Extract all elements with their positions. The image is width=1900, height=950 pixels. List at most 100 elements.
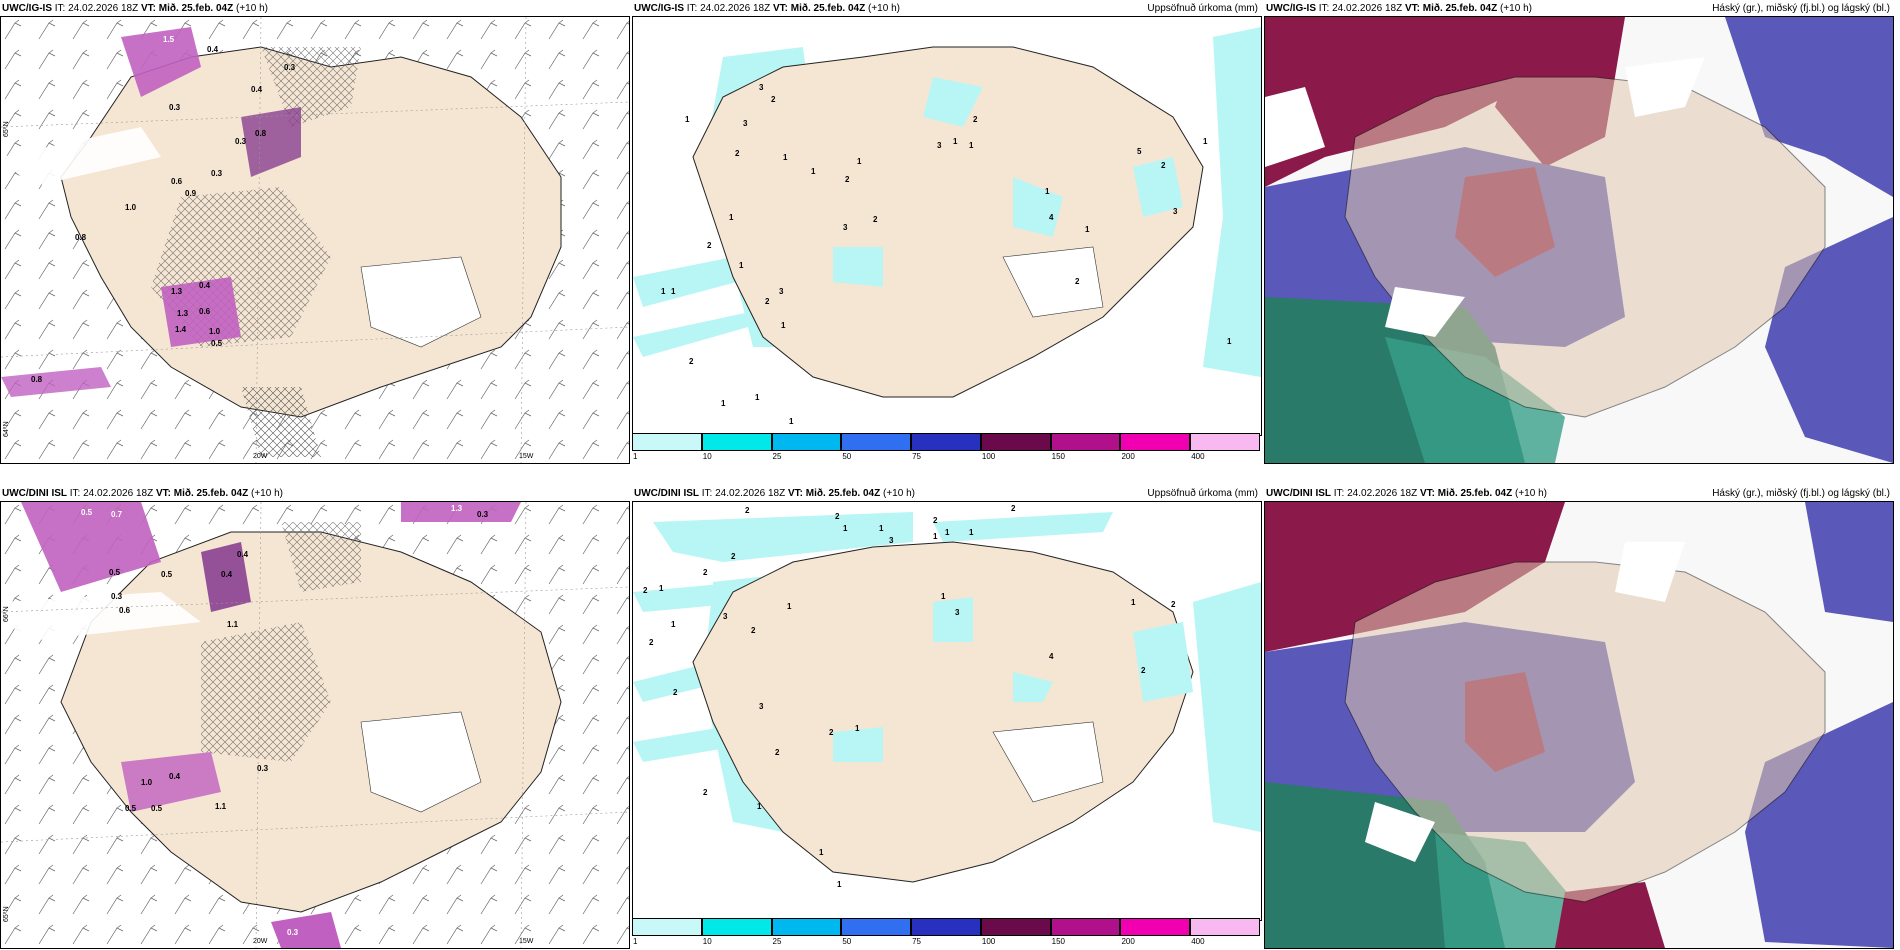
map-frame[interactable]: 65°N 64°N 20W 15W 1.5 0.4 0.3 0.4 0.3 0.… xyxy=(0,16,630,464)
init-time: IT: 24.02.2026 18Z xyxy=(69,488,154,499)
colorbar-label: 25 xyxy=(772,452,782,461)
value-label: 5 xyxy=(1137,147,1142,156)
colorbar-label: 200 xyxy=(1121,937,1135,946)
longitude-label: 15W xyxy=(519,453,534,460)
valid-time: Mið. 25.feb. 04Z xyxy=(790,3,866,14)
value-label: 1.0 xyxy=(209,327,221,336)
value-label: 0.3 xyxy=(284,63,296,72)
colorbar-swatch xyxy=(1050,433,1121,451)
value-label: 1 xyxy=(879,524,884,533)
value-label: 1 xyxy=(857,157,862,166)
cloud-panel-row2: UWC/DINI ISL IT: 24.02.2026 18Z VT: Mið.… xyxy=(1264,485,1894,950)
model-name: UWC/DINI ISL xyxy=(1266,488,1331,499)
value-label: 1 xyxy=(671,287,676,296)
colorbar-swatch xyxy=(632,918,702,936)
value-label: 1.3 xyxy=(171,287,183,296)
colorbar-swatch xyxy=(911,433,981,451)
colorbar-label: 1 xyxy=(633,937,638,946)
value-label: 1 xyxy=(1045,187,1050,196)
value-label: 1 xyxy=(721,399,726,408)
latitude-label: 65°N xyxy=(3,121,10,137)
colorbar-label: 400 xyxy=(1191,452,1205,461)
value-label: 0.4 xyxy=(199,281,211,290)
value-label: 0.8 xyxy=(255,129,267,138)
model-name: UWC/DINI ISL xyxy=(634,488,699,499)
colorbar-swatch xyxy=(1190,433,1260,451)
map-frame[interactable]: 2 2 1 1 2 1 3 2 1 1 2 1 2 2 1 2 3 2 1 3 … xyxy=(632,501,1262,921)
value-label: 2 xyxy=(731,552,736,561)
value-label: 2 xyxy=(643,586,648,595)
panel-title: Uppsöfnuð úrkoma (mm) xyxy=(1147,488,1258,499)
value-label: 2 xyxy=(775,748,780,757)
colorbar-swatch xyxy=(980,433,1051,451)
panel-title: Uppsöfnuð úrkoma (mm) xyxy=(1147,3,1258,14)
colorbar-swatch xyxy=(701,918,772,936)
value-label: 0.3 xyxy=(169,103,181,112)
colorbar-label: 100 xyxy=(981,452,996,461)
map-frame[interactable]: 66°N 65°N 20W 15W 0.5 0.7 1.3 0.3 0.4 0.… xyxy=(0,501,630,949)
value-label: 1 xyxy=(757,802,762,811)
colorbar-label: 50 xyxy=(842,452,852,461)
value-label: 1 xyxy=(1085,225,1090,234)
value-label: 2 xyxy=(873,215,878,224)
colorbar-label: 75 xyxy=(912,452,922,461)
model-name: UWC/IG-IS xyxy=(634,3,684,14)
longitude-label: 20W xyxy=(253,453,268,460)
value-label: 0.5 xyxy=(151,804,163,813)
colorbar-label: 150 xyxy=(1051,452,1066,461)
value-label: 2 xyxy=(933,516,938,525)
value-label: 1 xyxy=(685,115,690,124)
value-label: 1 xyxy=(941,592,946,601)
pink-band xyxy=(121,27,201,97)
value-label: 2 xyxy=(771,95,776,104)
map-frame[interactable]: 3 2 1 3 2 1 1 1 2 1 2 1 3 2 1 3 2 4 1 5 … xyxy=(632,16,1262,436)
valid-time-label: VT: xyxy=(155,488,171,499)
colorbar-swatch xyxy=(771,918,842,936)
precip-panel-row1: UWC/IG-IS IT: 24.02.2026 18Z VT: Mið. 25… xyxy=(632,0,1262,465)
value-label: 1.3 xyxy=(451,504,463,513)
colorbar: 1 10 25 50 75 100 150 200 400 xyxy=(632,918,1260,948)
map-frame[interactable] xyxy=(1264,501,1894,949)
value-label: 2 xyxy=(765,297,770,306)
model-name: UWC/IG-IS xyxy=(1266,3,1316,14)
value-label: 3 xyxy=(955,608,960,617)
value-label: 0.5 xyxy=(81,508,93,517)
longitude-label: 15W xyxy=(519,938,534,945)
value-label: 1.0 xyxy=(141,778,153,787)
value-label: 2 xyxy=(745,506,750,515)
value-label: 3 xyxy=(889,536,894,545)
lead-time: (+10 h) xyxy=(251,488,283,499)
value-label: 1 xyxy=(953,137,958,146)
value-label: 2 xyxy=(649,638,654,647)
value-label: 3 xyxy=(937,141,942,150)
colorbar: 1 10 25 50 75 100 150 200 400 xyxy=(632,433,1260,463)
value-label: 1 xyxy=(659,584,664,593)
value-label: 1.1 xyxy=(227,620,239,629)
value-label: 4 xyxy=(1049,652,1054,661)
value-label: 0.5 xyxy=(125,804,137,813)
colorbar-swatch xyxy=(911,918,981,936)
valid-time: Mið. 25.feb. 04Z xyxy=(805,488,881,499)
valid-time: Mið. 25.feb. 04Z xyxy=(1437,488,1513,499)
valid-time-label: VT: xyxy=(140,3,156,14)
value-label: 2 xyxy=(973,115,978,124)
value-label: 0.5 xyxy=(109,568,121,577)
valid-time: Mið. 25.feb. 04Z xyxy=(1422,3,1498,14)
value-label: 0.8 xyxy=(75,233,87,242)
value-label: 1 xyxy=(1131,598,1136,607)
value-label: 1 xyxy=(783,153,788,162)
valid-time: Mið. 25.feb. 04Z xyxy=(158,3,234,14)
value-label: 3 xyxy=(1173,207,1178,216)
value-label: 0.4 xyxy=(251,85,263,94)
value-label: 2 xyxy=(1011,504,1016,513)
colorbar-swatch xyxy=(1190,918,1260,936)
colorbar-swatch xyxy=(980,918,1051,936)
panel-header: UWC/IG-IS IT: 24.02.2026 18Z VT: Mið. 25… xyxy=(1266,3,1532,14)
value-label: 2 xyxy=(829,728,834,737)
value-label: 1 xyxy=(855,724,860,733)
map-frame[interactable] xyxy=(1264,16,1894,464)
value-label: 0.4 xyxy=(169,772,181,781)
value-label: 2 xyxy=(845,175,850,184)
value-label: 1 xyxy=(789,417,794,426)
colorbar-label: 50 xyxy=(842,937,852,946)
